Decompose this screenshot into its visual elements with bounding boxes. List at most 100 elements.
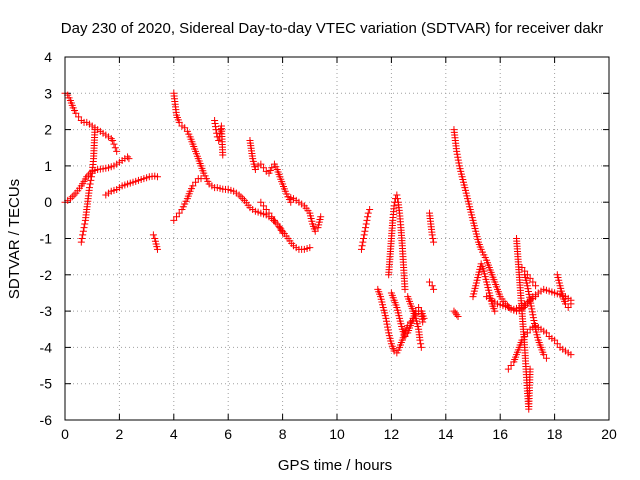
series-arc10	[257, 198, 287, 237]
data-point	[417, 343, 425, 351]
series-arc25	[521, 271, 550, 362]
data-point	[360, 235, 368, 242]
x-tick-label: 0	[61, 426, 69, 442]
data-point	[383, 317, 391, 325]
data-point	[257, 198, 265, 206]
data-point	[526, 365, 534, 373]
x-tick-labels: 0 2 4 6 8 10 12 14 16 18 20	[61, 426, 617, 442]
data-point	[390, 202, 398, 210]
data-point	[530, 317, 538, 325]
data-point	[262, 205, 270, 213]
data-point	[317, 213, 325, 221]
x-tick-label: 18	[547, 426, 563, 442]
data-point	[542, 354, 550, 362]
data-point	[175, 118, 183, 126]
data-point	[531, 322, 539, 330]
data-point	[366, 205, 374, 213]
y-tick-label: 2	[44, 122, 52, 138]
data-point	[364, 209, 372, 217]
data-point	[454, 153, 462, 161]
data-point	[529, 278, 537, 286]
data-point	[81, 220, 89, 228]
data-point	[273, 220, 281, 228]
data-point	[523, 271, 531, 279]
data-point	[453, 311, 461, 319]
series-arc12	[357, 205, 374, 253]
series-arc3	[77, 126, 99, 246]
plot-frame	[64, 56, 610, 421]
data-point	[453, 147, 461, 155]
y-axis-label: SDTVAR / TECUs	[6, 179, 23, 299]
data-point	[524, 285, 532, 293]
series-arc5	[149, 231, 161, 253]
data-point	[532, 282, 540, 290]
series-arc4	[102, 172, 161, 199]
data-point	[524, 287, 532, 295]
x-tick-label: 8	[279, 426, 287, 442]
data-point	[564, 303, 572, 311]
data-point	[393, 191, 401, 199]
data-point	[170, 216, 178, 224]
series-arc20	[450, 126, 575, 315]
y-tick-label: 3	[44, 85, 52, 101]
data-point	[192, 178, 200, 186]
data-point	[360, 231, 368, 239]
data-point	[85, 184, 93, 192]
data-point	[215, 136, 223, 144]
data-point	[78, 235, 86, 242]
data-point	[268, 213, 276, 221]
data-point	[521, 267, 529, 275]
data-point	[268, 164, 276, 172]
data-point	[86, 180, 94, 188]
data-point	[175, 209, 183, 217]
data-point	[257, 160, 265, 168]
data-point	[523, 329, 531, 337]
x-tick-label: 4	[170, 426, 178, 442]
y-tick-labels: -6 -5 -4 -3 -2 -1 0 1 2 3 4	[40, 49, 53, 428]
x-tick-label: 6	[224, 426, 232, 442]
y-tick-label: -1	[40, 231, 53, 247]
data-point	[529, 311, 537, 319]
data-point	[529, 314, 537, 322]
data-point	[251, 166, 259, 174]
data-point	[528, 308, 536, 316]
data-point	[540, 351, 548, 359]
data-point	[173, 213, 181, 221]
y-tick-label: 0	[44, 194, 52, 210]
series-arc8	[211, 117, 227, 159]
data-point	[66, 195, 74, 203]
series-arc17	[425, 209, 438, 246]
x-tick-label: 20	[601, 426, 617, 442]
data-point	[359, 238, 367, 246]
data-point	[362, 220, 370, 228]
y-tick-label: 1	[44, 158, 52, 174]
data-point	[416, 336, 424, 344]
data-point	[401, 285, 409, 293]
data-point	[197, 175, 205, 183]
series-arc21	[469, 260, 499, 315]
data-point	[430, 285, 438, 293]
series-arc16	[404, 293, 425, 351]
series-arc24	[513, 235, 534, 413]
data-point	[265, 209, 273, 217]
data-point	[542, 329, 550, 337]
data-point	[311, 227, 319, 235]
data-point	[306, 244, 314, 252]
series-arc7	[170, 175, 205, 224]
data-point	[125, 155, 133, 163]
data-point	[79, 231, 87, 239]
data-point	[401, 333, 409, 341]
data-point	[518, 264, 526, 272]
series-arc11	[284, 193, 325, 235]
data-point	[260, 202, 268, 210]
data-point	[364, 213, 372, 221]
data-point	[384, 323, 392, 331]
series-arc14	[385, 191, 409, 293]
data-point	[270, 216, 278, 224]
data-point	[454, 313, 462, 321]
data-point	[383, 320, 391, 328]
data-point	[358, 242, 366, 250]
x-axis-label: GPS time / hours	[278, 457, 392, 474]
data-point	[75, 113, 83, 121]
data-point	[363, 216, 371, 224]
